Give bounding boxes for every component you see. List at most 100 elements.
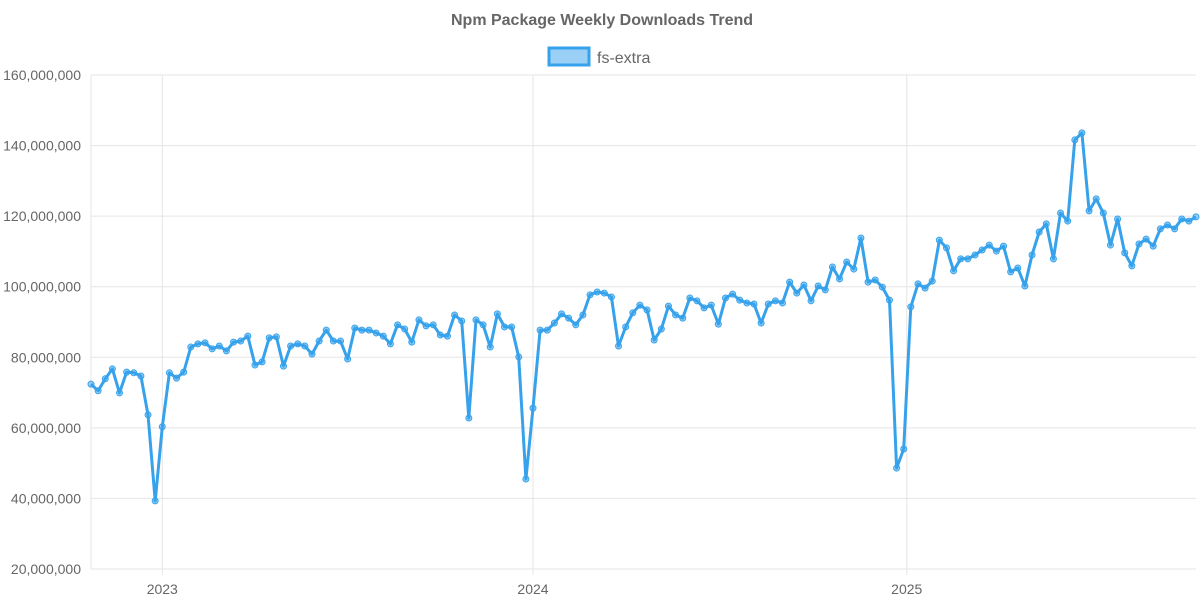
data-point[interactable]: [522, 475, 530, 483]
data-point[interactable]: [921, 284, 929, 292]
data-point[interactable]: [308, 350, 316, 358]
data-point[interactable]: [1114, 215, 1122, 223]
data-point[interactable]: [137, 372, 145, 380]
data-point[interactable]: [465, 414, 473, 422]
data-point[interactable]: [992, 247, 1000, 255]
data-point[interactable]: [116, 389, 124, 397]
data-point[interactable]: [1057, 209, 1065, 217]
data-point[interactable]: [1121, 249, 1129, 257]
data-point[interactable]: [180, 368, 188, 376]
data-point[interactable]: [964, 255, 972, 263]
data-point[interactable]: [928, 277, 936, 285]
data-point[interactable]: [729, 290, 737, 298]
data-point[interactable]: [650, 336, 658, 344]
data-point[interactable]: [201, 339, 209, 347]
legend[interactable]: fs-extra: [547, 46, 650, 67]
data-point[interactable]: [821, 286, 829, 294]
data-point[interactable]: [714, 320, 722, 328]
data-point[interactable]: [1042, 220, 1050, 228]
data-point[interactable]: [529, 404, 537, 412]
data-point[interactable]: [643, 306, 651, 314]
data-point[interactable]: [1192, 213, 1200, 221]
data-point[interactable]: [707, 301, 715, 309]
data-point[interactable]: [550, 319, 558, 327]
data-point[interactable]: [636, 301, 644, 309]
data-point[interactable]: [215, 342, 223, 350]
data-point[interactable]: [329, 337, 337, 345]
data-point[interactable]: [864, 278, 872, 286]
data-point[interactable]: [615, 342, 623, 350]
data-point[interactable]: [871, 276, 879, 284]
data-point[interactable]: [957, 255, 965, 263]
data-point[interactable]: [543, 326, 551, 334]
data-point[interactable]: [736, 296, 744, 304]
data-point[interactable]: [771, 297, 779, 305]
data-point[interactable]: [472, 316, 480, 324]
data-point[interactable]: [700, 304, 708, 312]
data-point[interactable]: [757, 319, 765, 327]
data-point[interactable]: [87, 380, 95, 388]
data-point[interactable]: [971, 251, 979, 259]
data-point[interactable]: [265, 334, 273, 342]
data-point[interactable]: [593, 288, 601, 296]
data-point[interactable]: [828, 263, 836, 271]
data-point[interactable]: [779, 299, 787, 307]
data-point[interactable]: [629, 309, 637, 317]
data-point[interactable]: [1085, 207, 1093, 215]
data-point[interactable]: [1099, 209, 1107, 217]
data-point[interactable]: [978, 246, 986, 254]
data-point[interactable]: [914, 280, 922, 288]
data-point[interactable]: [358, 326, 366, 334]
data-point[interactable]: [1007, 268, 1015, 276]
data-point[interactable]: [515, 353, 523, 361]
data-point[interactable]: [287, 342, 295, 350]
data-point[interactable]: [850, 265, 858, 273]
data-point[interactable]: [94, 387, 102, 395]
data-point[interactable]: [1014, 264, 1022, 272]
data-point[interactable]: [985, 241, 993, 249]
data-point[interactable]: [1049, 255, 1057, 263]
data-point[interactable]: [807, 297, 815, 305]
data-point[interactable]: [893, 464, 901, 472]
data-point[interactable]: [322, 326, 330, 334]
data-point[interactable]: [1163, 221, 1171, 229]
data-point[interactable]: [900, 445, 908, 453]
data-point[interactable]: [386, 340, 394, 348]
data-point[interactable]: [415, 316, 423, 324]
data-point[interactable]: [814, 282, 822, 290]
data-point[interactable]: [885, 296, 893, 304]
data-point[interactable]: [686, 294, 694, 302]
data-point[interactable]: [458, 317, 466, 325]
data-point[interactable]: [451, 311, 459, 319]
data-point[interactable]: [664, 302, 672, 310]
data-point[interactable]: [586, 291, 594, 299]
data-point[interactable]: [786, 278, 794, 286]
data-point[interactable]: [429, 321, 437, 329]
data-point[interactable]: [935, 236, 943, 244]
data-point[interactable]: [1028, 251, 1036, 259]
data-point[interactable]: [158, 423, 166, 431]
data-point[interactable]: [344, 355, 352, 363]
data-point[interactable]: [1106, 241, 1114, 249]
data-point[interactable]: [558, 310, 566, 318]
data-point[interactable]: [173, 374, 181, 382]
data-point[interactable]: [536, 326, 544, 334]
data-point[interactable]: [565, 314, 573, 322]
data-point[interactable]: [657, 325, 665, 333]
data-point[interactable]: [279, 362, 287, 370]
data-point[interactable]: [351, 324, 359, 332]
data-point[interactable]: [579, 311, 587, 319]
data-point[interactable]: [750, 300, 758, 308]
legend-label[interactable]: fs-extra: [597, 50, 650, 67]
data-point[interactable]: [1064, 217, 1072, 225]
data-point[interactable]: [144, 411, 152, 419]
data-point[interactable]: [365, 326, 373, 334]
data-point[interactable]: [743, 299, 751, 307]
data-point[interactable]: [950, 267, 958, 275]
data-point[interactable]: [721, 294, 729, 302]
data-point[interactable]: [443, 332, 451, 340]
data-point[interactable]: [572, 321, 580, 329]
data-point[interactable]: [194, 340, 202, 348]
data-point[interactable]: [508, 323, 516, 331]
data-point[interactable]: [1149, 242, 1157, 250]
